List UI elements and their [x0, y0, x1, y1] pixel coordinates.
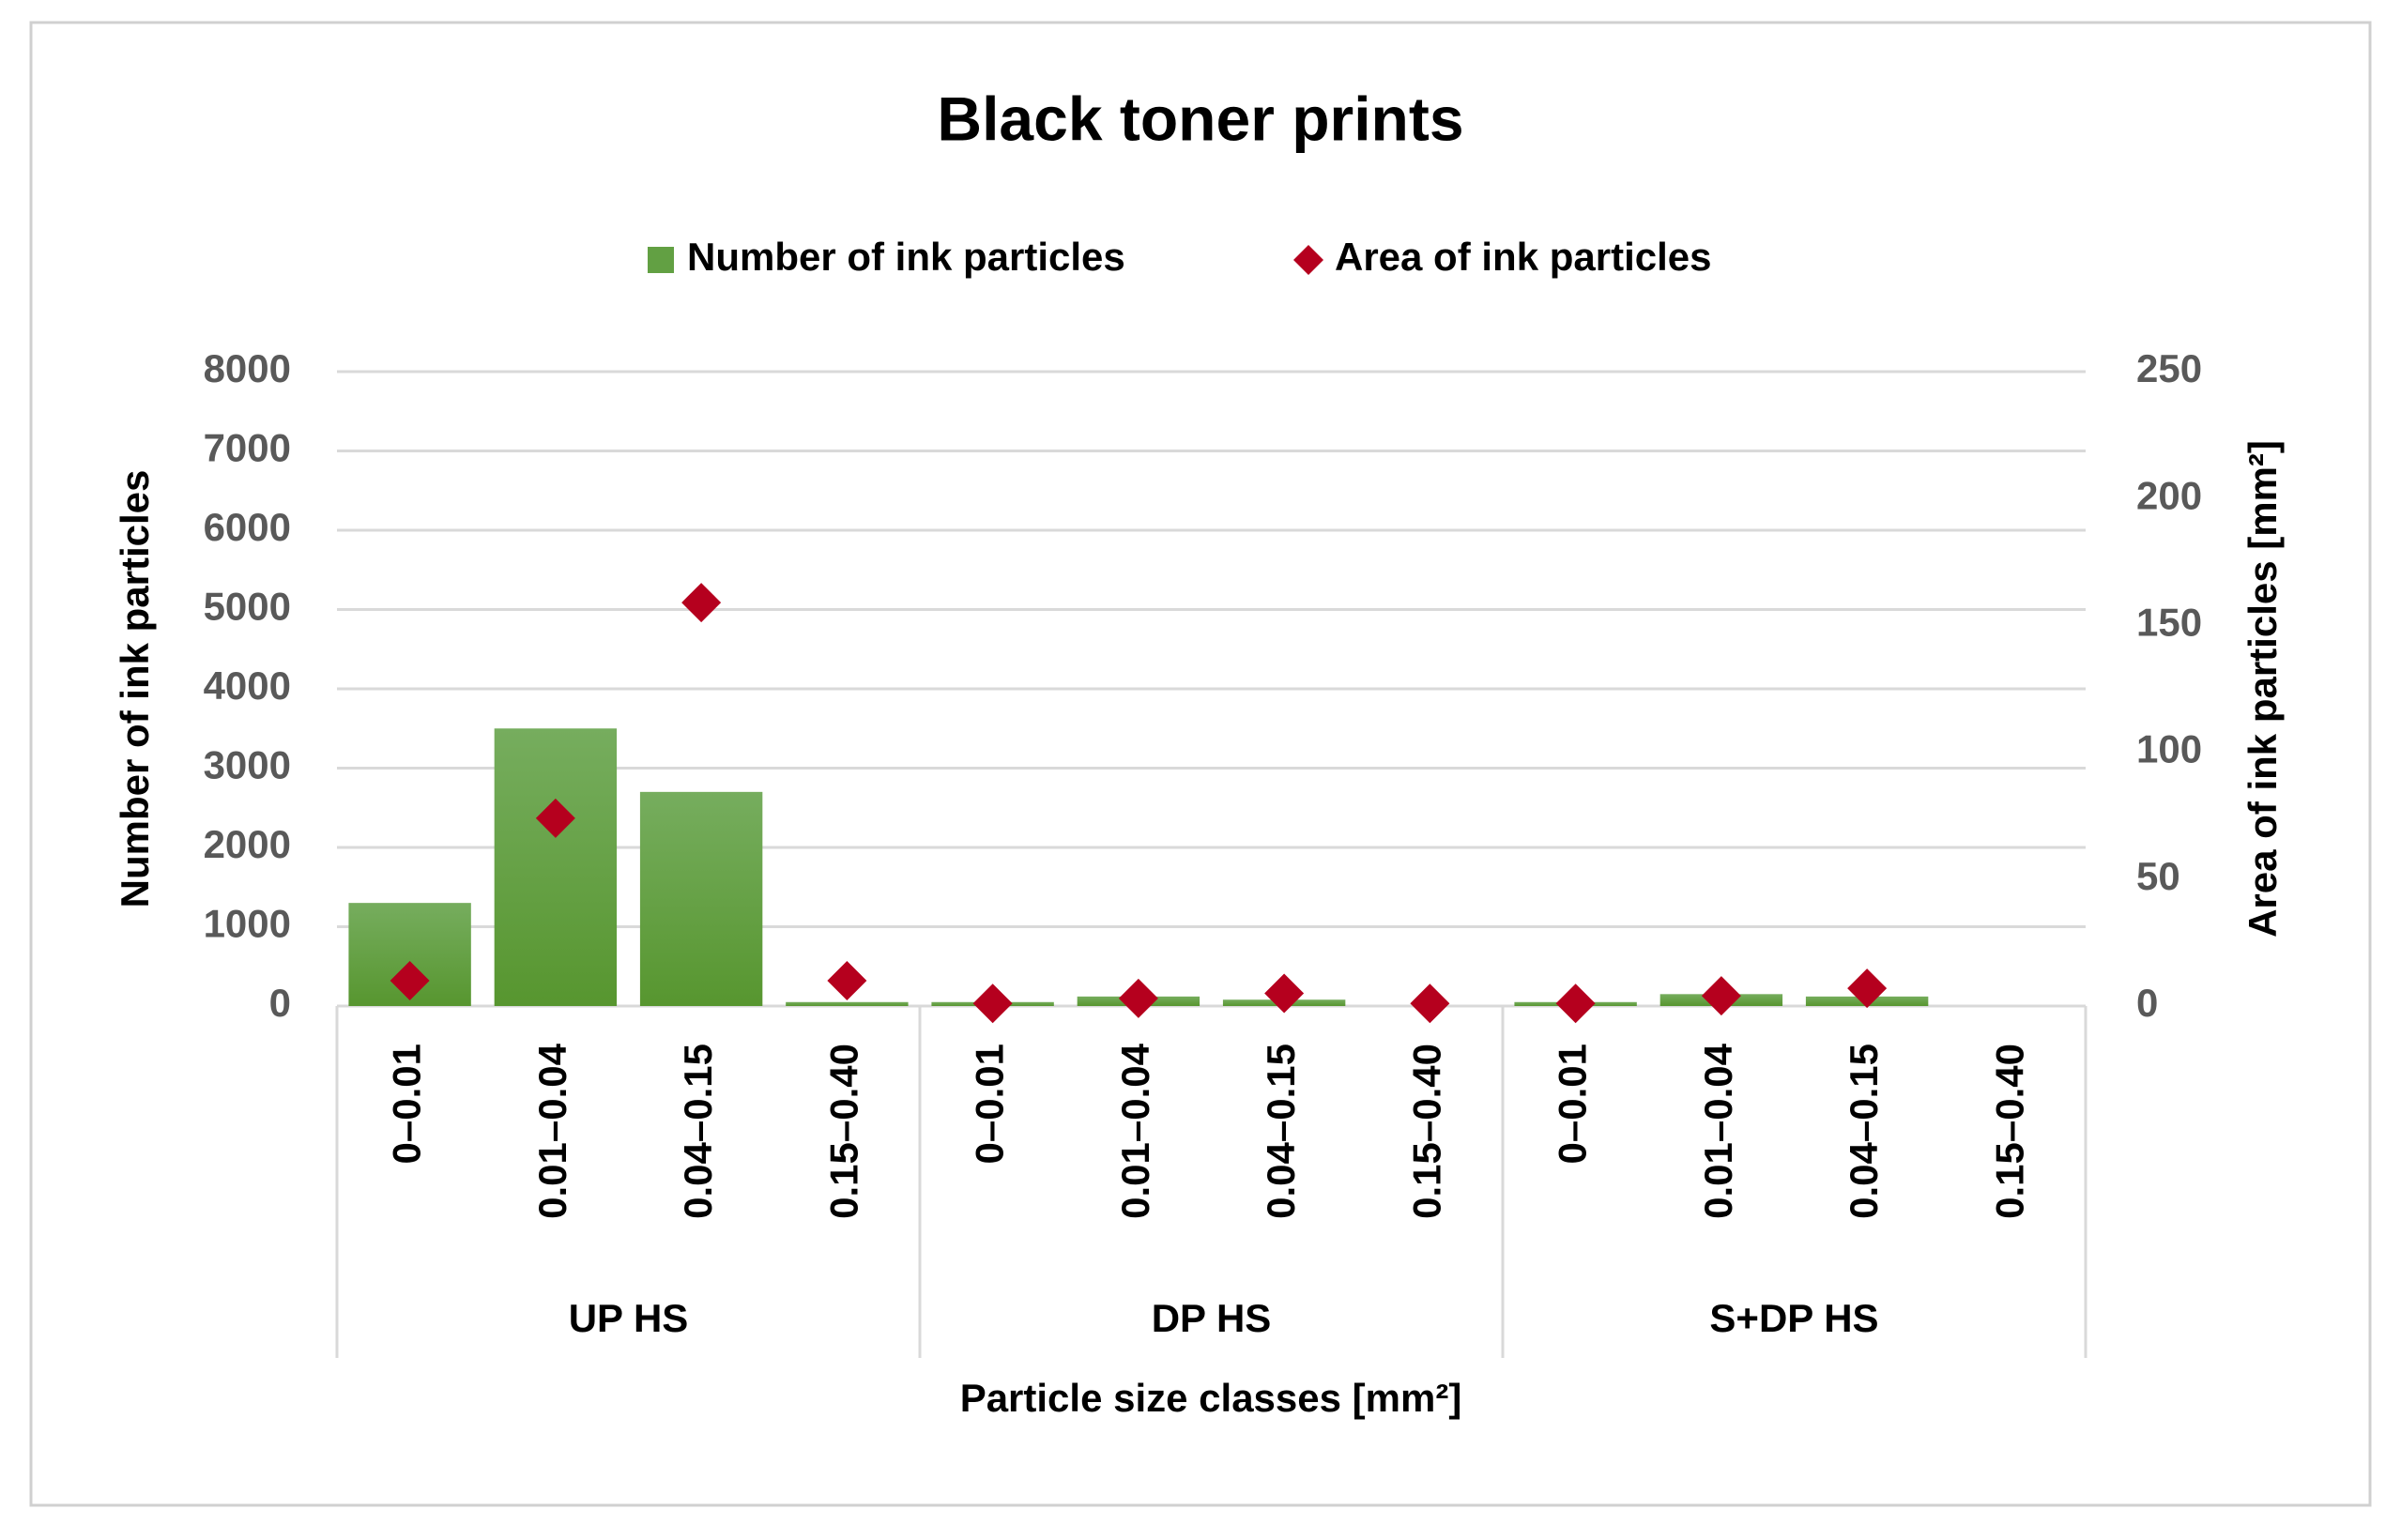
- y-tick-label: 6000: [204, 505, 291, 549]
- x-tick-label: 0.04–0.15: [676, 1044, 720, 1219]
- y2-tick-label: 0: [2136, 981, 2158, 1025]
- x-tick-label: 0.01–0.04: [530, 1043, 574, 1218]
- marker: [972, 983, 1013, 1024]
- marker: [1701, 976, 1741, 1016]
- legend-label: Area of ink particles: [1335, 235, 1711, 279]
- x-tick-label: 0.15–0.40: [1987, 1044, 2031, 1219]
- y2-tick-label: 100: [2136, 727, 2202, 771]
- legend-label: Number of ink particles: [687, 235, 1125, 279]
- group-label: DP HS: [1152, 1296, 1272, 1340]
- x-tick-label: 0.04–0.15: [1842, 1044, 1886, 1219]
- marker: [1118, 978, 1158, 1018]
- x-tick-label: 0.15–0.40: [821, 1044, 865, 1219]
- y-tick-label: 1000: [204, 902, 291, 946]
- bar: [786, 1001, 909, 1006]
- y2-tick-label: 200: [2136, 473, 2202, 517]
- marker: [681, 583, 722, 623]
- marker: [1410, 983, 1450, 1024]
- x-tick-label: 0.01–0.04: [1696, 1043, 1740, 1218]
- marker: [827, 960, 867, 1000]
- y-tick-label: 0: [269, 981, 291, 1025]
- x-tick-label: 0.04–0.15: [1259, 1044, 1303, 1219]
- y2-tick-label: 150: [2136, 600, 2202, 644]
- marker: [390, 960, 430, 1000]
- x-tick-label: 0–0.01: [1551, 1044, 1595, 1164]
- marker: [535, 798, 575, 838]
- x-axis-title: Particle size classes [mm²]: [960, 1376, 1462, 1420]
- bar: [494, 728, 618, 1006]
- x-tick-label: 0–0.01: [385, 1044, 429, 1164]
- y2-tick-label: 50: [2136, 854, 2180, 898]
- y-axis-title: Number of ink particles: [113, 470, 157, 908]
- marker: [1847, 968, 1888, 1009]
- legend-swatch: [648, 247, 674, 273]
- y-tick-label: 2000: [204, 822, 291, 866]
- group-label: UP HS: [569, 1296, 689, 1340]
- legend-swatch: [1293, 245, 1323, 275]
- x-tick-label: 0–0.01: [968, 1044, 1012, 1164]
- y-tick-label: 3000: [204, 743, 291, 787]
- bar: [639, 791, 763, 1006]
- y-tick-label: 7000: [204, 426, 291, 470]
- y-tick-label: 8000: [204, 346, 291, 390]
- y2-axis-title: Area of ink particles [mm²]: [2240, 440, 2285, 938]
- y-tick-label: 5000: [204, 585, 291, 629]
- chart-border: [29, 21, 2372, 1507]
- marker: [1264, 973, 1305, 1014]
- x-tick-label: 0.01–0.04: [1113, 1043, 1157, 1218]
- x-tick-label: 0.15–0.40: [1404, 1044, 1448, 1219]
- y2-tick-label: 250: [2136, 346, 2202, 390]
- y-tick-label: 4000: [204, 663, 291, 708]
- group-label: S+DP HS: [1709, 1296, 1878, 1340]
- chart-title: Black toner prints: [937, 84, 1463, 153]
- marker: [1555, 983, 1596, 1024]
